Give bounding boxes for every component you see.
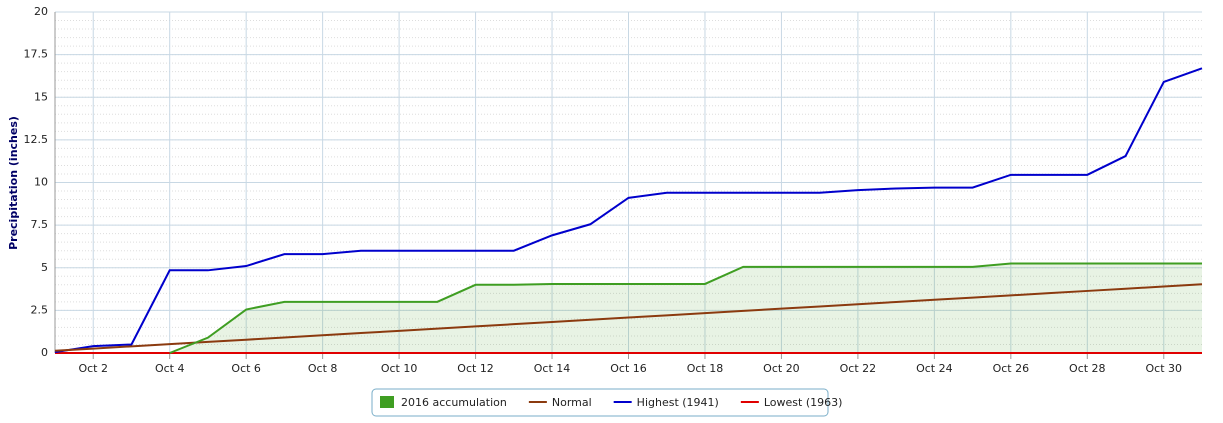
x-tick-label: Oct 4 <box>155 362 185 375</box>
y-axis-title: Precipitation (inches) <box>7 116 20 250</box>
legend-box <box>371 388 829 417</box>
area-fill <box>169 263 1203 353</box>
y-tick-label: 17.5 <box>24 48 49 61</box>
x-tick-label: Oct 14 <box>534 362 571 375</box>
x-tick-label: Oct 28 <box>1069 362 1106 375</box>
x-tick-label: Oct 16 <box>610 362 647 375</box>
legend-label[interactable]: Highest (1941) <box>637 396 719 409</box>
x-tick-label: Oct 20 <box>763 362 800 375</box>
x-tick-label: Oct 30 <box>1146 362 1183 375</box>
series-line <box>54 67 1203 354</box>
y-tick-label: 5 <box>41 261 48 274</box>
x-tick-label: Oct 22 <box>840 362 877 375</box>
y-tick-label: 20 <box>34 5 48 18</box>
x-tick-label: Oct 26 <box>993 362 1030 375</box>
legend-label[interactable]: 2016 accumulation <box>401 396 507 409</box>
x-tick-label: Oct 2 <box>78 362 108 375</box>
y-tick-label: 15 <box>34 90 48 103</box>
series-line <box>169 262 1202 354</box>
y-tick-label: 0 <box>41 346 48 359</box>
x-tick-label: Oct 10 <box>381 362 418 375</box>
x-tick-label: Oct 8 <box>308 362 338 375</box>
x-tick-label: Oct 24 <box>916 362 953 375</box>
legend-swatch <box>380 396 394 408</box>
x-tick-label: Oct 12 <box>457 362 494 375</box>
legend-label[interactable]: Lowest (1963) <box>764 396 843 409</box>
x-tick-label: Oct 6 <box>231 362 261 375</box>
y-tick-label: 7.5 <box>31 218 49 231</box>
y-tick-label: 2.5 <box>31 303 49 316</box>
x-tick-label: Oct 18 <box>687 362 724 375</box>
legend-label[interactable]: Normal <box>552 396 592 409</box>
y-tick-label: 12.5 <box>24 133 49 146</box>
y-tick-label: 10 <box>34 176 48 189</box>
series-line <box>54 283 1203 352</box>
